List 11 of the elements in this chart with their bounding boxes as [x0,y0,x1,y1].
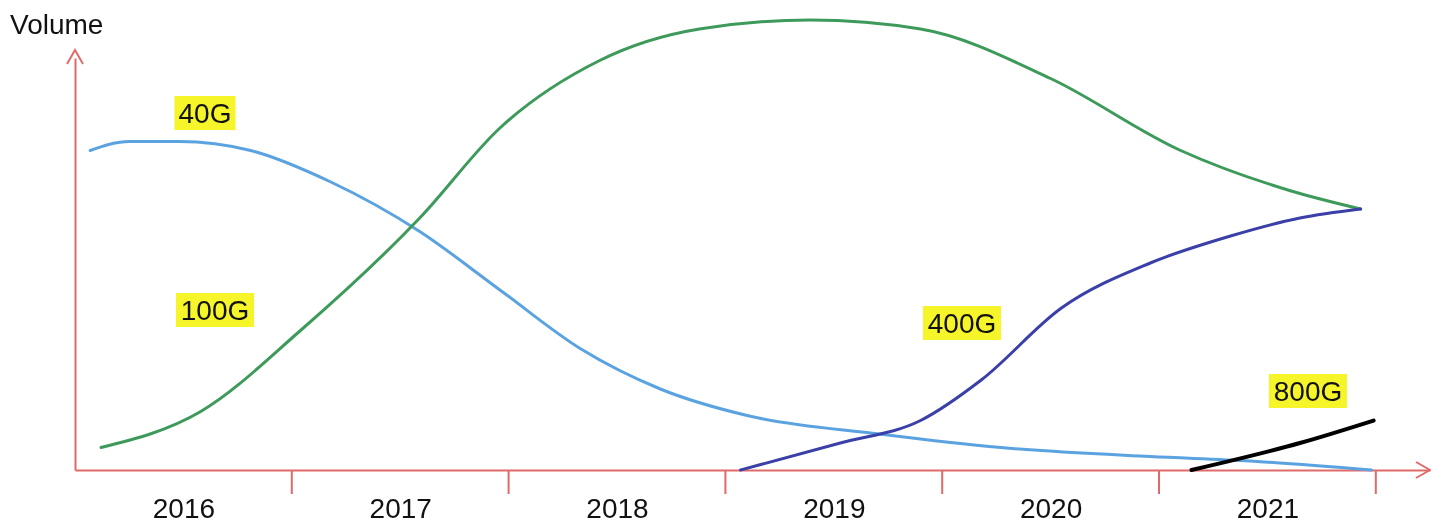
x-tick-label: 2017 [369,492,432,523]
series-label: 40G [178,98,232,129]
x-tick-label: 2021 [1236,492,1300,523]
y-axis-title: Volume [10,9,104,40]
series-label: 800G [1273,376,1343,407]
x-tick-label: 2020 [1019,492,1083,523]
x-tick-label: 2019 [803,492,866,523]
x-tick-label: 2018 [586,492,649,523]
series-label: 100G [180,295,250,326]
x-tick-label: 2016 [152,492,216,523]
series-label: 400G [927,308,997,339]
